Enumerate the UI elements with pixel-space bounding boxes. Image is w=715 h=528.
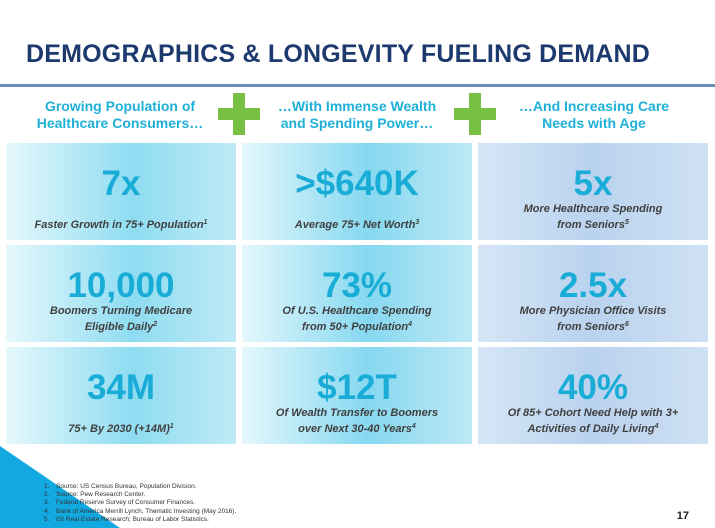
stat-desc-line: Average 75+ Net Worth	[294, 219, 416, 231]
stat-desc-line: over Next 30-40 Years	[298, 423, 412, 435]
stat-value: 7x	[101, 164, 141, 203]
footnote: 1. Source: US Census Bureau, Population D…	[44, 483, 236, 491]
footnote-number: 1.	[44, 483, 50, 490]
stat-desc-line: Eligible Daily	[84, 321, 154, 333]
slide-title: DEMOGRAPHICS & LONGEVITY FUELING DEMAND	[26, 40, 651, 68]
stat-description: Boomers Turning Medicare Eligible Daily2	[12, 302, 230, 334]
footnote: 3. Federal Reserve Survey of Consumer Fin…	[44, 499, 236, 507]
stat-description: Of 85+ Cohort Need Help with 3+ Activiti…	[484, 404, 702, 436]
stat-tile: >$640K Average 75+ Net Worth3	[242, 143, 472, 240]
footnote-ref: 1	[203, 219, 208, 226]
footnote-number: 3.	[44, 499, 50, 507]
footnote-number: 2.	[44, 491, 50, 499]
stat-desc-line: Of 85+ Cohort Need Help with 3+	[507, 407, 679, 419]
stat-tile: 34M 75+ By 2030 (+14M)1	[6, 347, 236, 444]
stat-desc-line: Activities of Daily Living	[527, 423, 655, 435]
stat-description: Of Wealth Transfer to Boomers over Next …	[248, 404, 466, 436]
column-header-line: Healthcare Consumers…	[36, 115, 204, 131]
footnote: 4. Bank of America Merrill Lynch, Themati…	[44, 508, 236, 516]
stat-desc-line: from Seniors	[557, 219, 625, 231]
stat-desc-line: Of Wealth Transfer to Boomers	[275, 407, 439, 419]
stat-value: 5x	[573, 164, 613, 203]
footnotes-list: 1. Source: US Census Bureau, Population D…	[44, 483, 236, 524]
footnote-number: 4.	[44, 507, 50, 515]
stat-description: More Healthcare Spending from Seniors5	[484, 200, 702, 232]
column-header-line: and Spending Power…	[280, 115, 434, 131]
stat-tile: 5x More Healthcare Spending from Seniors…	[478, 143, 708, 240]
column-header-population: Growing Population of Healthcare Consume…	[20, 98, 220, 132]
footnote-text: Source: US Census Bureau, Population Div…	[56, 483, 197, 490]
footnote-ref: 5	[624, 219, 629, 226]
column-header-line: Growing Population of	[44, 98, 196, 114]
footnote-ref: 2	[153, 321, 158, 328]
stat-value: 73%	[321, 266, 393, 305]
footnote-text: Bank of America Merrill Lynch, Thematic …	[56, 507, 237, 515]
stat-value: 40%	[557, 368, 629, 407]
stat-description: Of U.S. Healthcare Spending from 50+ Pop…	[248, 302, 466, 334]
plus-icon	[218, 93, 260, 135]
footnote: 2. Source: Pew Research Center.	[44, 491, 236, 499]
stat-desc-line: from 50+ Population	[302, 321, 409, 333]
stat-description: More Physician Office Visits from Senior…	[484, 302, 702, 334]
stat-tile: 73% Of U.S. Healthcare Spending from 50+…	[242, 245, 472, 342]
stat-value: 10,000	[67, 266, 175, 305]
stat-desc-line: Of U.S. Healthcare Spending	[282, 305, 432, 317]
stat-desc-line: More Physician Office Visits	[519, 305, 667, 317]
column-header-line: Needs with Age	[542, 115, 646, 131]
column-header-line: …And Increasing Care	[518, 98, 670, 114]
stat-desc-line: Boomers Turning Medicare	[49, 305, 193, 317]
footnote-ref: 1	[169, 423, 174, 430]
stat-desc-line: More Healthcare Spending	[523, 203, 663, 215]
stat-value: 2.5x	[558, 266, 628, 305]
stat-value: >$640K	[295, 164, 419, 203]
column-header-line: …With Immense Wealth	[277, 98, 437, 114]
stat-value: $12T	[317, 368, 397, 407]
footnote-ref: 4	[654, 423, 659, 430]
stat-value: 34M	[86, 368, 156, 407]
footnote-ref: 3	[415, 219, 420, 226]
stat-description: 75+ By 2030 (+14M)1	[12, 420, 230, 436]
footnote-text: Source: Pew Research Center.	[56, 491, 146, 499]
stat-tile: 40% Of 85+ Cohort Need Help with 3+ Acti…	[478, 347, 708, 444]
page-number: 17	[676, 510, 689, 522]
footnote-ref: 4	[408, 321, 412, 328]
stat-desc-line: from Seniors	[557, 321, 625, 333]
plus-icon	[454, 93, 496, 135]
stat-tile: $12T Of Wealth Transfer to Boomers over …	[242, 347, 472, 444]
footnote-ref: 6	[624, 321, 629, 328]
stat-tile: 2.5x More Physician Office Visits from S…	[478, 245, 708, 342]
stat-desc-line: 75+ By 2030 (+14M)	[68, 423, 170, 435]
footnote: 5. ISI Real Estate Research; Bureau of La…	[44, 516, 236, 524]
footnote-ref: 4	[411, 423, 416, 430]
footnote-text: ISI Real Estate Research; Bureau of Labo…	[56, 515, 209, 523]
column-header-care: …And Increasing Care Needs with Age	[494, 98, 694, 132]
title-divider	[0, 84, 715, 87]
stat-tile: 10,000 Boomers Turning Medicare Eligible…	[6, 245, 236, 342]
column-header-wealth: …With Immense Wealth and Spending Power…	[257, 98, 457, 132]
stat-desc-line: Faster Growth in 75+ Population	[34, 219, 204, 231]
footnote-text: Federal Reserve Survey of Consumer Finan…	[56, 499, 196, 507]
stat-tile: 7x Faster Growth in 75+ Population1	[6, 143, 236, 240]
stat-description: Average 75+ Net Worth3	[248, 216, 466, 232]
stat-description: Faster Growth in 75+ Population1	[12, 216, 230, 232]
footnote-number: 5.	[44, 515, 50, 523]
